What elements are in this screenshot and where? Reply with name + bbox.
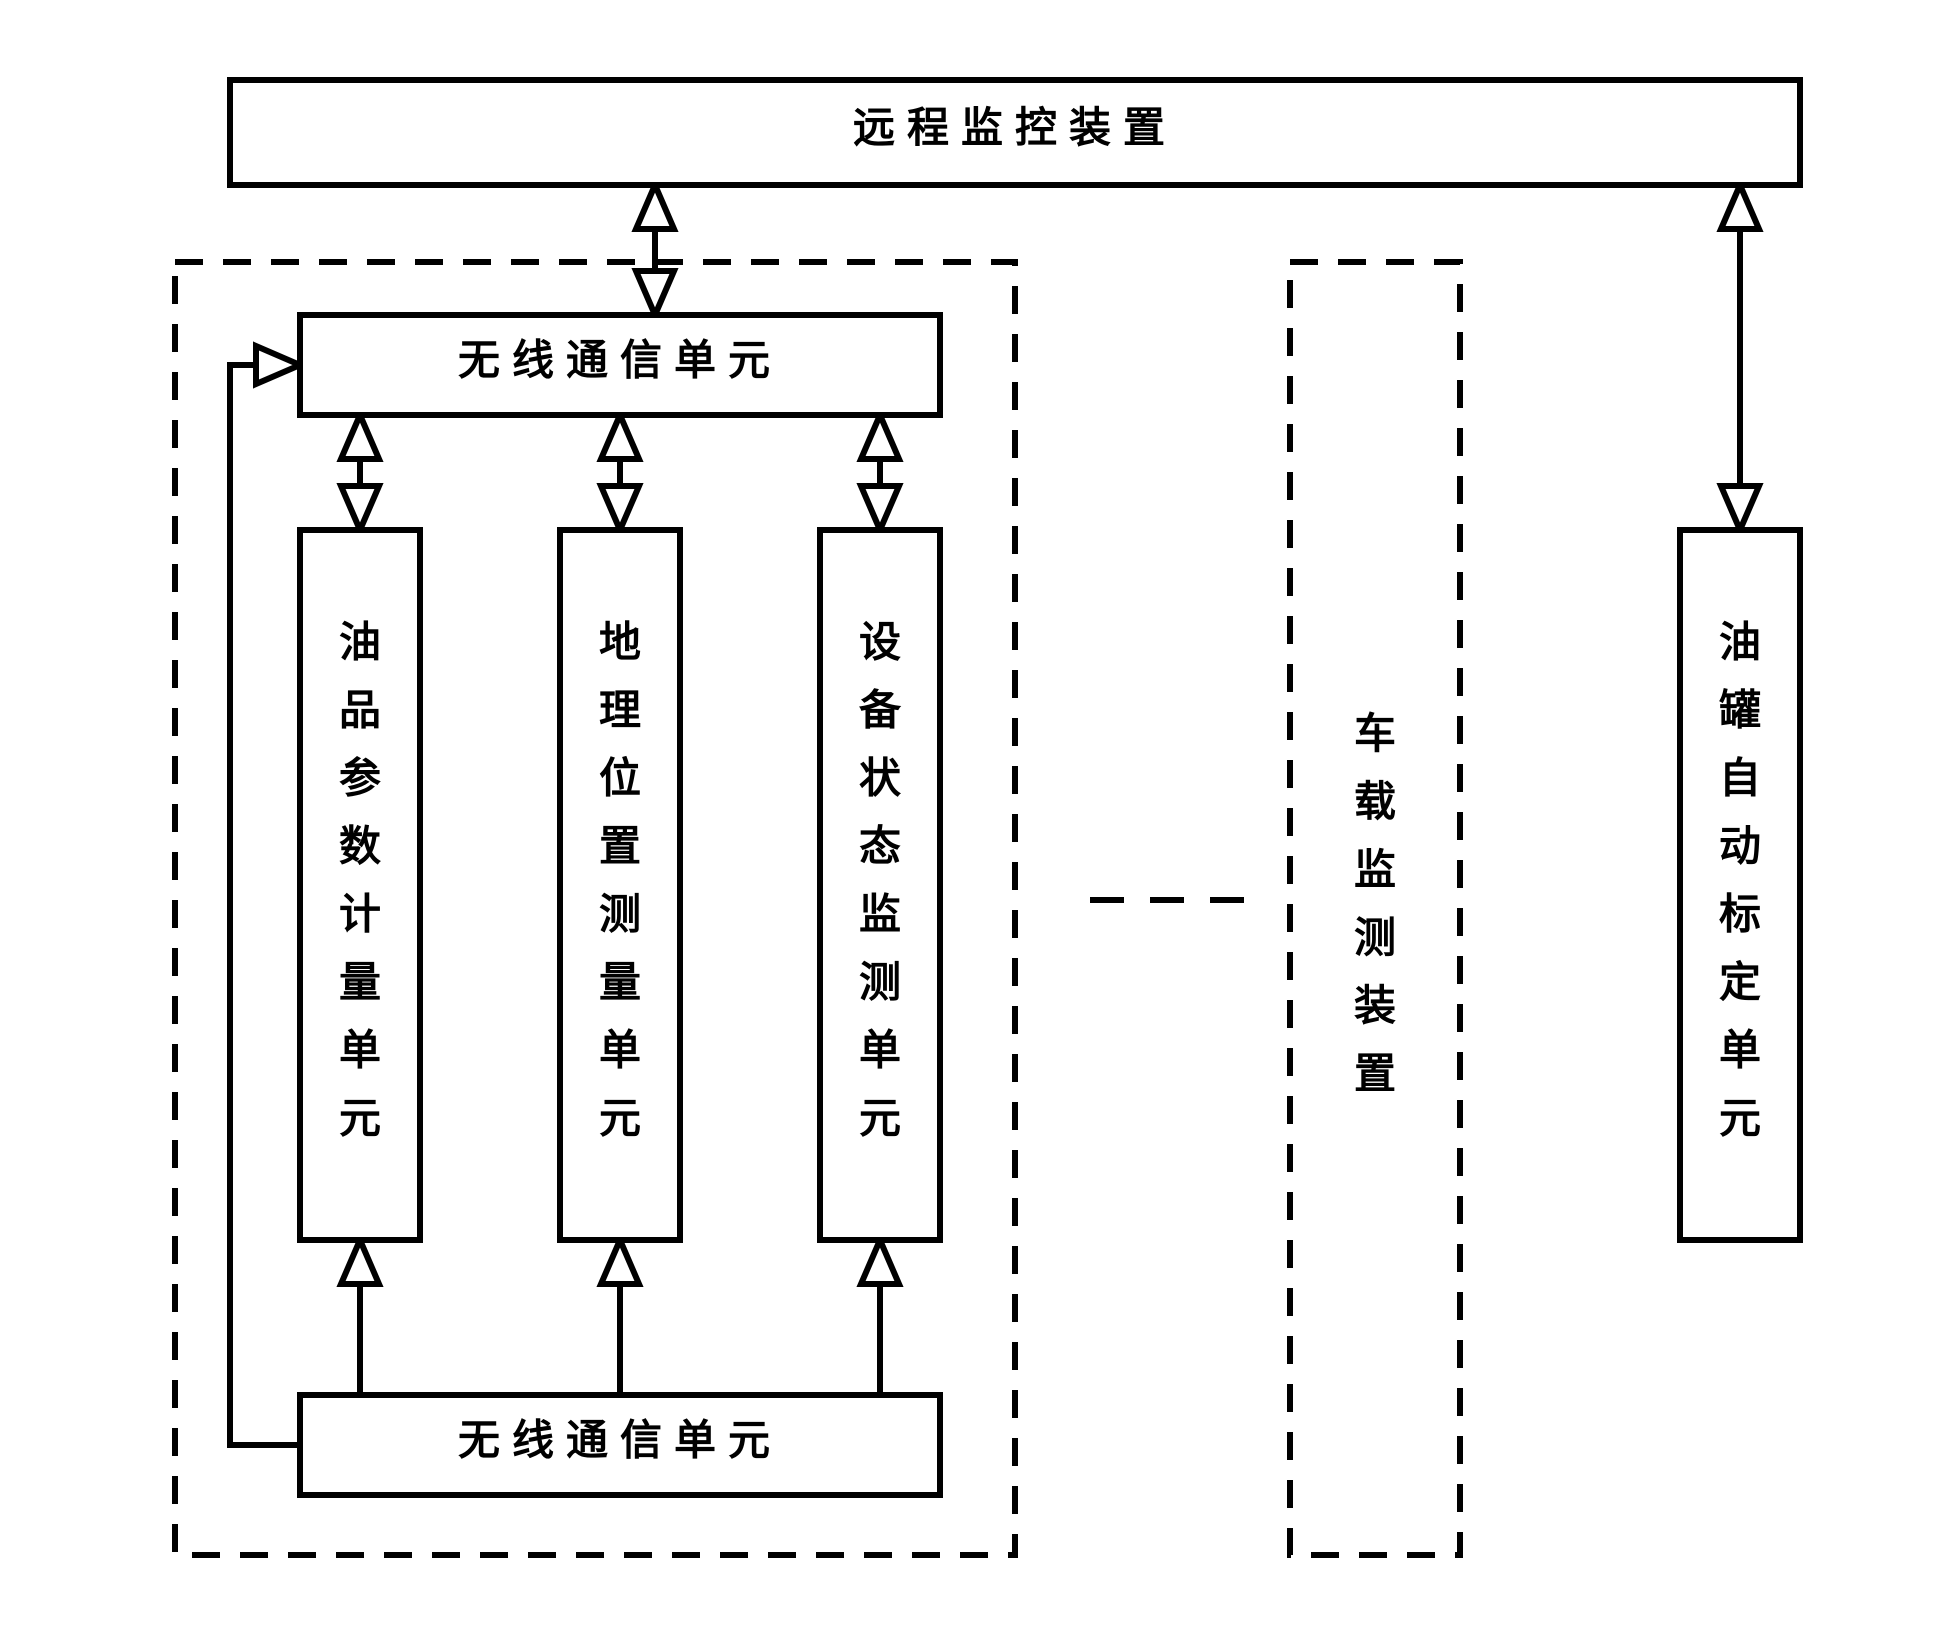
svg-text:标: 标 <box>1719 892 1761 939</box>
svg-text:单: 单 <box>859 1028 901 1075</box>
svg-text:理: 理 <box>599 689 641 735</box>
svg-text:装: 装 <box>1354 983 1396 1030</box>
svg-text:地: 地 <box>599 620 641 667</box>
svg-text:量: 量 <box>339 961 381 1007</box>
svg-text:测: 测 <box>599 892 641 939</box>
svg-text:元: 元 <box>859 1097 901 1143</box>
svg-text:量: 量 <box>599 961 641 1007</box>
comm_top-label: 无线通信单元 <box>458 338 782 385</box>
group_right <box>1290 262 1460 1555</box>
svg-text:测: 测 <box>859 960 901 1007</box>
svg-text:自: 自 <box>1719 756 1761 803</box>
svg-text:数: 数 <box>339 824 381 871</box>
svg-text:设: 设 <box>859 621 901 667</box>
svg-text:单: 单 <box>339 1028 381 1075</box>
svg-text:载: 载 <box>1354 779 1396 826</box>
svg-text:位: 位 <box>599 756 641 803</box>
svg-text:单: 单 <box>1719 1028 1761 1075</box>
comm_bottom-label: 无线通信单元 <box>458 1418 782 1465</box>
top-label: 远程监控装置 <box>853 105 1177 152</box>
svg-text:状: 状 <box>859 756 902 803</box>
svg-text:品: 品 <box>339 689 381 735</box>
svg-text:元: 元 <box>339 1097 381 1143</box>
svg-text:态: 态 <box>859 824 901 871</box>
svg-text:定: 定 <box>1719 960 1761 1007</box>
svg-text:置: 置 <box>1354 1052 1396 1098</box>
svg-text:置: 置 <box>599 825 641 871</box>
system-diagram: 远程监控装置无线通信单元油品参数计量单元地理位置测量单元设备状态监测单元无线通信… <box>0 0 1960 1630</box>
svg-text:监: 监 <box>859 892 901 939</box>
svg-text:计: 计 <box>339 892 381 939</box>
vehicle_label-label: 车载监测装置 <box>1354 711 1396 1098</box>
svg-text:车: 车 <box>1354 711 1396 758</box>
svg-text:元: 元 <box>1719 1097 1761 1143</box>
svg-text:罐: 罐 <box>1719 688 1761 735</box>
svg-text:监: 监 <box>1354 847 1396 894</box>
svg-text:测: 测 <box>1354 915 1396 962</box>
svg-text:备: 备 <box>859 688 902 735</box>
svg-text:油: 油 <box>339 620 381 667</box>
svg-text:动: 动 <box>1719 825 1761 871</box>
svg-text:单: 单 <box>599 1028 641 1075</box>
svg-text:参: 参 <box>339 756 381 803</box>
svg-text:元: 元 <box>599 1097 641 1143</box>
svg-text:油: 油 <box>1719 620 1761 667</box>
